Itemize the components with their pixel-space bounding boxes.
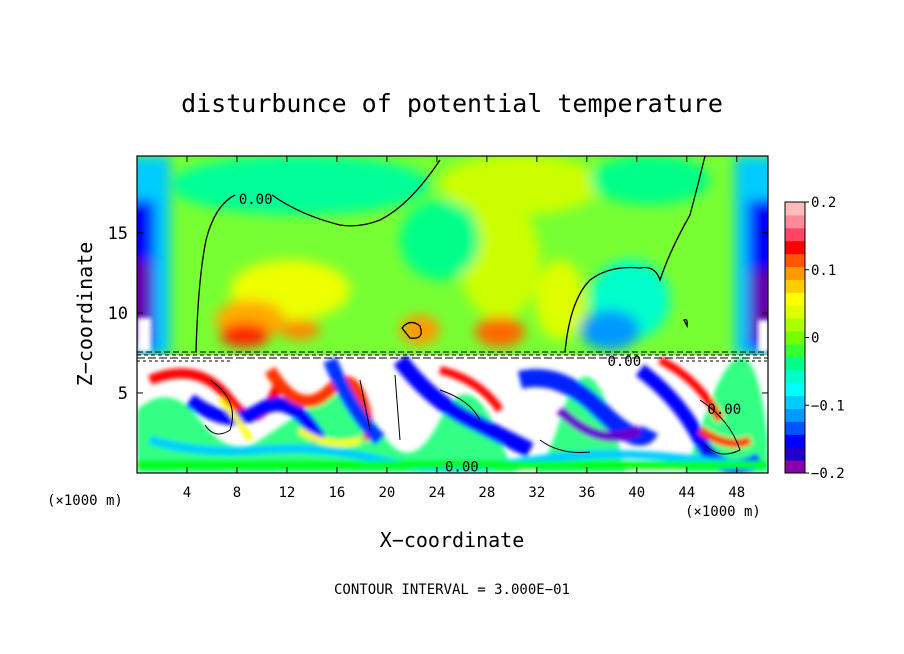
x-tick-label: 4 bbox=[183, 485, 191, 501]
x-ticks: 4 8 12 16 20 24 28 32 36 40 44 48 bbox=[183, 156, 745, 501]
colorbar-swatch bbox=[785, 202, 805, 216]
colorbar-swatch bbox=[785, 343, 805, 358]
colorbar-swatch bbox=[785, 305, 805, 319]
y-ticks: 5 10 15 bbox=[108, 224, 768, 404]
x-tick-label: 32 bbox=[528, 485, 545, 501]
upper-layer-shading bbox=[170, 156, 710, 350]
x-tick-label: 36 bbox=[578, 485, 595, 501]
colorbar-swatch bbox=[785, 214, 805, 229]
chart-title: disturbunce of potential temperature bbox=[181, 89, 723, 118]
lower-contours bbox=[204, 374, 741, 455]
colorbar-tick-label: 0.2 bbox=[811, 195, 836, 211]
colorbar-swatch bbox=[785, 382, 805, 397]
x-tick-label: 48 bbox=[728, 485, 745, 501]
colorbar-swatch bbox=[785, 447, 805, 461]
colorbar-swatch bbox=[785, 292, 805, 306]
y-tick-label: 5 bbox=[118, 384, 128, 404]
y-tick-label: 10 bbox=[108, 304, 128, 324]
colorbar-swatch bbox=[785, 408, 805, 422]
colorbar-tick-label: 0 bbox=[811, 331, 819, 347]
zero-contours bbox=[195, 156, 706, 353]
x-tick-label: 12 bbox=[279, 485, 296, 501]
contour-label: 0.00 bbox=[445, 460, 479, 476]
colorbar-swatch bbox=[785, 369, 805, 384]
x-unit-left: (×1000 m) bbox=[47, 493, 123, 509]
colorbar-swatch bbox=[785, 227, 805, 242]
contour-labels: 0.00 0.00 0.00 0.00 bbox=[239, 192, 741, 475]
y-axis-label: Z−coordinate bbox=[73, 242, 97, 387]
x-tick-label: 28 bbox=[478, 485, 495, 501]
x-tick-label: 8 bbox=[233, 485, 241, 501]
contour-label: 0.00 bbox=[607, 354, 641, 370]
colorbar-swatch bbox=[785, 421, 805, 435]
x-axis-label: X−coordinate bbox=[380, 528, 525, 552]
heatmap-field bbox=[137, 156, 768, 473]
plot-area bbox=[136, 155, 769, 474]
interface-band bbox=[137, 351, 768, 362]
colorbar-swatch bbox=[785, 318, 805, 332]
colorbar: 0.2 0.1 0 −0.1 −0.2 bbox=[784, 195, 845, 482]
colorbar-swatch bbox=[785, 253, 805, 268]
colorbar-tick-label: −0.2 bbox=[811, 466, 845, 482]
contour-label: 0.00 bbox=[707, 402, 741, 418]
x-tick-label: 24 bbox=[428, 485, 445, 501]
colorbar-swatch bbox=[785, 331, 805, 345]
lower-layer bbox=[137, 355, 768, 473]
x-tick-label: 20 bbox=[378, 485, 395, 501]
contour-interval-note: CONTOUR INTERVAL = 3.000E−01 bbox=[334, 582, 570, 598]
colorbar-swatch bbox=[785, 240, 805, 255]
contour-label: 0.00 bbox=[239, 192, 273, 208]
y-tick-label: 15 bbox=[108, 224, 128, 244]
x-tick-label: 40 bbox=[628, 485, 645, 501]
axes-frame bbox=[136, 155, 769, 474]
colorbar-swatch bbox=[785, 395, 805, 409]
colorbar-tick-label: 0.1 bbox=[811, 263, 836, 279]
colorbar-swatch bbox=[785, 434, 805, 448]
x-tick-label: 16 bbox=[328, 485, 345, 501]
colorbar-swatch bbox=[785, 266, 805, 280]
colorbar-swatch bbox=[785, 356, 805, 371]
colorbar-tick-label: −0.1 bbox=[811, 398, 845, 414]
colorbar-swatch bbox=[785, 279, 805, 293]
colorbar-swatch bbox=[785, 460, 805, 474]
x-unit-right: (×1000 m) bbox=[685, 504, 761, 520]
x-tick-label: 44 bbox=[678, 485, 695, 501]
